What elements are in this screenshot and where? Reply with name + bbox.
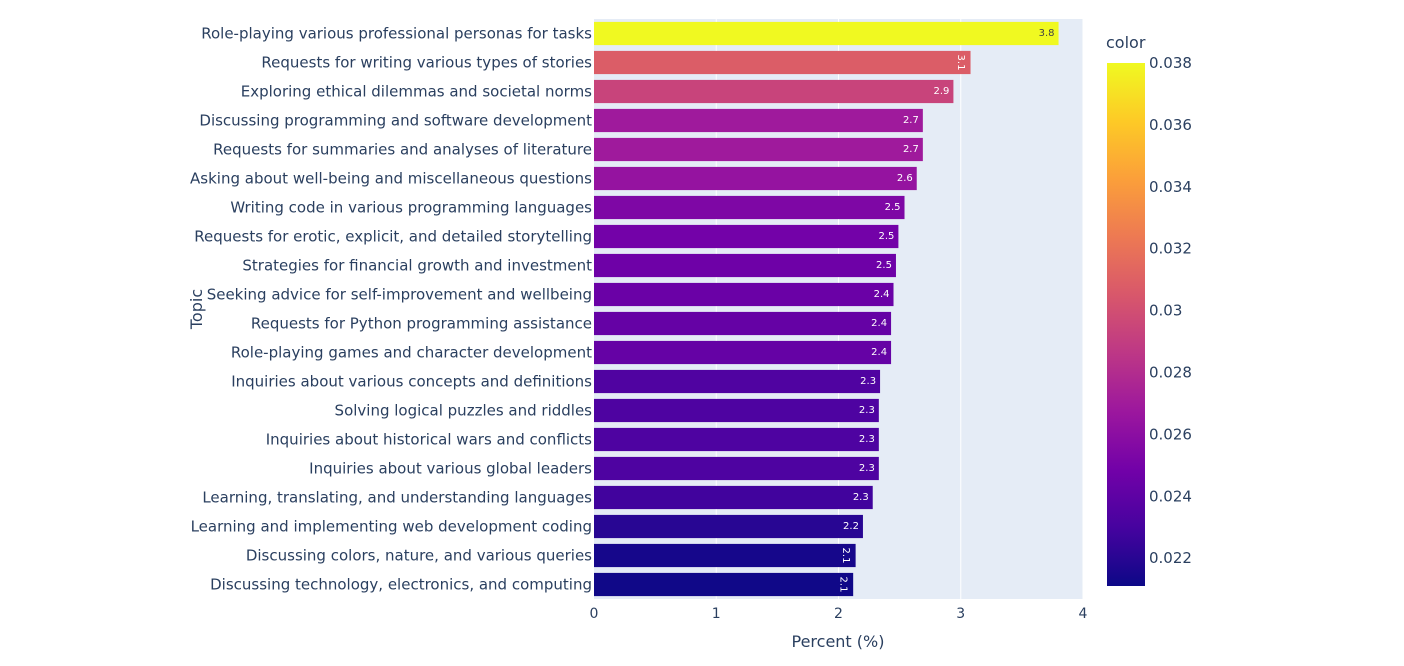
bar bbox=[594, 195, 905, 220]
bar bbox=[594, 166, 917, 191]
bar-value-label: 2.6 bbox=[897, 173, 913, 184]
colorbar-tick-label: 0.03 bbox=[1149, 302, 1182, 320]
category-label: Discussing colors, nature, and various q… bbox=[246, 547, 592, 565]
colorbar-tick-label: 0.034 bbox=[1149, 178, 1192, 196]
colorbar bbox=[1107, 63, 1145, 586]
bar bbox=[594, 311, 892, 336]
bar-value-label: 2.3 bbox=[859, 434, 875, 445]
bar bbox=[594, 456, 879, 481]
bar-value-label: 2.3 bbox=[859, 463, 875, 474]
bar-value-label: 2.2 bbox=[843, 521, 859, 532]
bar bbox=[594, 253, 896, 278]
bar bbox=[594, 543, 856, 568]
colorbar-title: color bbox=[1106, 33, 1146, 52]
colorbar-tick-label: 0.028 bbox=[1149, 363, 1192, 381]
colorbar-tick-label: 0.038 bbox=[1149, 54, 1192, 72]
category-label: Writing code in various programming lang… bbox=[230, 199, 592, 217]
colorbar-tick-label: 0.026 bbox=[1149, 425, 1192, 443]
bar-value-label: 2.1 bbox=[840, 548, 851, 564]
bar-value-label: 3.8 bbox=[1039, 28, 1055, 39]
category-label: Discussing technology, electronics, and … bbox=[210, 576, 592, 594]
bar bbox=[594, 514, 863, 539]
category-label: Inquiries about historical wars and conf… bbox=[266, 431, 592, 449]
category-label: Requests for Python programming assistan… bbox=[251, 315, 592, 333]
category-label: Discussing programming and software deve… bbox=[199, 112, 592, 130]
bar-value-label: 2.4 bbox=[871, 318, 887, 329]
category-label: Seeking advice for self-improvement and … bbox=[207, 286, 592, 304]
category-label: Requests for summaries and analyses of l… bbox=[213, 141, 592, 159]
bar-value-label: 2.4 bbox=[871, 347, 887, 358]
colorbar-tick-label: 0.024 bbox=[1149, 487, 1192, 505]
bar-value-label: 2.7 bbox=[903, 144, 919, 155]
colorbar-tick-label: 0.036 bbox=[1149, 116, 1192, 134]
x-axis-ticks: 0 1 2 3 4 bbox=[590, 606, 1088, 622]
bar-value-label: 2.5 bbox=[885, 202, 901, 213]
bar bbox=[594, 50, 971, 75]
bar bbox=[594, 108, 923, 133]
category-label: Asking about well-being and miscellaneou… bbox=[190, 170, 592, 188]
bar bbox=[594, 572, 854, 597]
category-label: Learning and implementing web developmen… bbox=[191, 518, 592, 536]
category-label: Exploring ethical dilemmas and societal … bbox=[241, 83, 592, 101]
bars: 3.8 3.1 2.9 2.7 2.7 2.6 2.5 2.5 2.5 2.4 2.4 2.4 2.3 2… bbox=[594, 21, 1059, 597]
bar bbox=[594, 224, 899, 249]
category-label: Requests for erotic, explicit, and detai… bbox=[194, 228, 592, 246]
bar-value-label: 2.4 bbox=[874, 289, 890, 300]
bar bbox=[594, 485, 873, 510]
category-label: Learning, translating, and understanding… bbox=[202, 489, 592, 507]
category-label: Role-playing games and character develop… bbox=[231, 344, 592, 362]
bar-value-label: 2.3 bbox=[853, 492, 869, 503]
bar bbox=[594, 79, 954, 104]
category-label: Inquiries about various global leaders bbox=[309, 460, 592, 478]
category-label: Solving logical puzzles and riddles bbox=[335, 402, 593, 420]
bar bbox=[594, 398, 879, 423]
bar-value-label: 2.5 bbox=[876, 260, 892, 271]
bar bbox=[594, 21, 1059, 46]
category-labels: Role-playing various professional person… bbox=[190, 25, 592, 594]
bar-value-label: 2.5 bbox=[878, 231, 894, 242]
bar bbox=[594, 137, 923, 162]
bar bbox=[594, 340, 892, 365]
category-label: Strategies for financial growth and inve… bbox=[242, 257, 592, 275]
colorbar-ticks: 0.022 0.024 0.026 0.028 0.03 0.032 0.034 0.036 0… bbox=[1149, 54, 1192, 567]
category-label: Inquiries about various concepts and def… bbox=[231, 373, 592, 391]
x-tick-label: 0 bbox=[590, 606, 599, 622]
bar bbox=[594, 369, 881, 394]
bar bbox=[594, 282, 894, 307]
bar-value-label: 2.1 bbox=[838, 577, 849, 593]
x-tick-label: 1 bbox=[712, 606, 721, 622]
colorbar-tick-label: 0.022 bbox=[1149, 549, 1192, 567]
bar-value-label: 3.1 bbox=[955, 55, 966, 71]
category-label: Role-playing various professional person… bbox=[201, 25, 592, 43]
category-label: Requests for writing various types of st… bbox=[261, 54, 592, 72]
colorbar-tick-label: 0.032 bbox=[1149, 240, 1192, 258]
x-tick-label: 4 bbox=[1079, 606, 1088, 622]
bar bbox=[594, 427, 879, 452]
y-axis-title: Topic bbox=[187, 289, 206, 330]
bar-value-label: 2.3 bbox=[859, 405, 875, 416]
x-tick-label: 3 bbox=[956, 606, 965, 622]
bar-value-label: 2.9 bbox=[934, 86, 950, 97]
x-tick-label: 2 bbox=[834, 606, 843, 622]
bar-value-label: 2.7 bbox=[903, 115, 919, 126]
bar-value-label: 2.3 bbox=[860, 376, 876, 387]
x-axis-title: Percent (%) bbox=[792, 632, 885, 651]
